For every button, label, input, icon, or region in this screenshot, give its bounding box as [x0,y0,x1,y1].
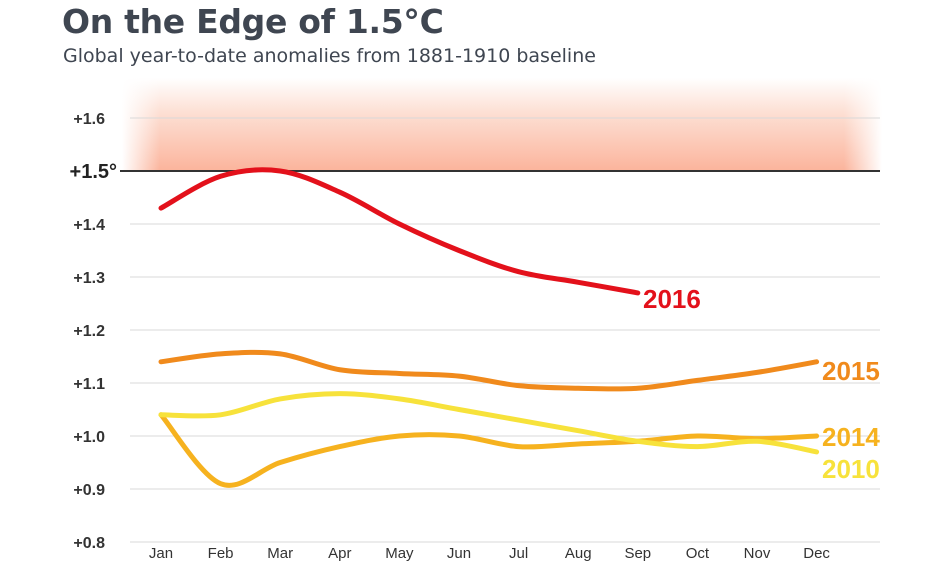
y-tick-label: +1.1 [73,376,105,393]
x-tick-label: Jun [447,545,471,562]
x-tick-label: Aug [565,545,592,562]
x-tick-label: Oct [686,545,710,562]
y-tick-label: +1.3 [73,270,105,287]
y-tick-label: +0.9 [73,482,105,499]
series-line-2010 [158,391,820,455]
y-tick-label: +1.5° [70,161,117,183]
x-tick-label: Apr [328,545,351,562]
y-tick-label: +1.0 [73,429,105,446]
x-tick-label: Feb [208,545,234,562]
chart-subtitle: Global year-to-date anomalies from 1881-… [63,45,596,67]
series-line-2016 [158,167,641,296]
series-label-2010: 2010 [822,454,880,484]
y-tick-label: +0.8 [73,535,105,552]
series-label-2016: 2016 [643,284,701,314]
series-label-2014: 2014 [822,422,880,452]
series-line-2015 [158,349,820,392]
y-tick-label: +1.6 [73,111,105,128]
series-label-2015: 2015 [822,356,880,386]
x-tick-label: May [385,545,414,562]
x-tick-label: Sep [624,545,651,562]
chart-title: On the Edge of 1.5°C [62,2,444,41]
series-line-2014 [158,412,820,488]
x-tick-label: Jul [509,545,528,562]
x-tick-label: Dec [803,545,830,562]
x-tick-label: Nov [744,545,771,562]
danger-zone-edge-fade [122,78,882,171]
y-tick-label: +1.4 [73,217,105,234]
y-tick-label: +1.2 [73,323,105,340]
x-tick-label: Mar [267,545,293,562]
x-tick-label: Jan [149,545,173,562]
